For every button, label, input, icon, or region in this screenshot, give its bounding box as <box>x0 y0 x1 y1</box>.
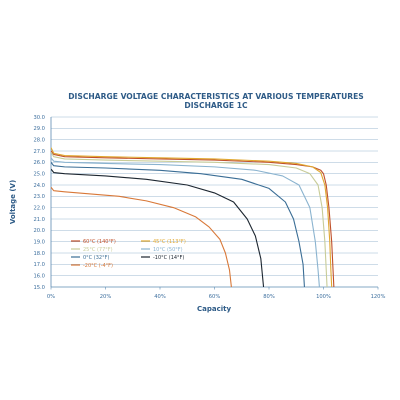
y-tick-label: 22.0 <box>33 205 45 211</box>
x-tick-label: 40% <box>154 294 166 300</box>
x-tick-label: 80% <box>263 294 275 300</box>
legend-item: -10°C (14°F) <box>153 255 184 261</box>
y-tick-label: 30.0 <box>33 115 45 121</box>
series-line <box>51 150 335 287</box>
chart-subtitle: DISCHARGE 1C <box>184 101 248 110</box>
y-tick-labels: 15.0 16.0 17.0 18.0 19.0 20.0 21.0 22.0 23.0 24.0… <box>33 115 45 291</box>
legend-item: -20°C (-4°F) <box>83 263 113 269</box>
legend-item: 10°C (50°F) <box>153 247 183 253</box>
y-tick-label: 20.0 <box>33 228 45 234</box>
y-tick-label: 25.0 <box>33 171 45 177</box>
series-line <box>51 186 232 287</box>
y-axis-label: Voltage (V) <box>9 180 17 224</box>
y-tick-label: 29.0 <box>33 126 45 132</box>
series-line <box>51 151 328 287</box>
y-tick-label: 27.0 <box>33 149 45 155</box>
y-tick-label: 17.0 <box>33 262 45 268</box>
data-series <box>51 147 335 287</box>
x-tick-labels: 0% 20% 40% 60% 80% 100% 120% <box>47 287 386 300</box>
legend-item: 0°C (32°F) <box>83 255 109 261</box>
y-tick-label: 21.0 <box>33 217 45 223</box>
x-tick-label: 120% <box>371 294 386 300</box>
y-tick-label: 28.0 <box>33 137 45 143</box>
chart-title: DISCHARGE VOLTAGE CHARACTERISTICS AT VAR… <box>68 92 364 101</box>
y-tick-label: 23.0 <box>33 194 45 200</box>
legend-item: 25°C (77°F) <box>83 247 113 253</box>
x-tick-label: 20% <box>100 294 112 300</box>
x-tick-label: 0% <box>47 294 55 300</box>
series-line <box>51 157 320 287</box>
legend-item: 45°C (113°F) <box>153 239 186 245</box>
series-line <box>51 147 333 287</box>
legend-item: 60°C (140°F) <box>83 239 116 245</box>
x-tick-label: 60% <box>209 294 221 300</box>
y-tick-label: 26.0 <box>33 160 45 166</box>
grid-lines <box>51 116 378 276</box>
x-axis-label: Capacity <box>197 305 231 313</box>
y-tick-label: 19.0 <box>33 239 45 245</box>
y-tick-label: 15.0 <box>33 285 45 291</box>
y-tick-label: 18.0 <box>33 251 45 257</box>
y-tick-label: 16.0 <box>33 273 45 279</box>
legend: 60°C (140°F) 45°C (113°F) 25°C (77°F) 10°C … <box>71 239 186 269</box>
x-tick-label: 100% <box>316 294 331 300</box>
series-line <box>51 161 305 287</box>
series-line <box>51 168 265 287</box>
y-tick-label: 24.0 <box>33 183 45 189</box>
